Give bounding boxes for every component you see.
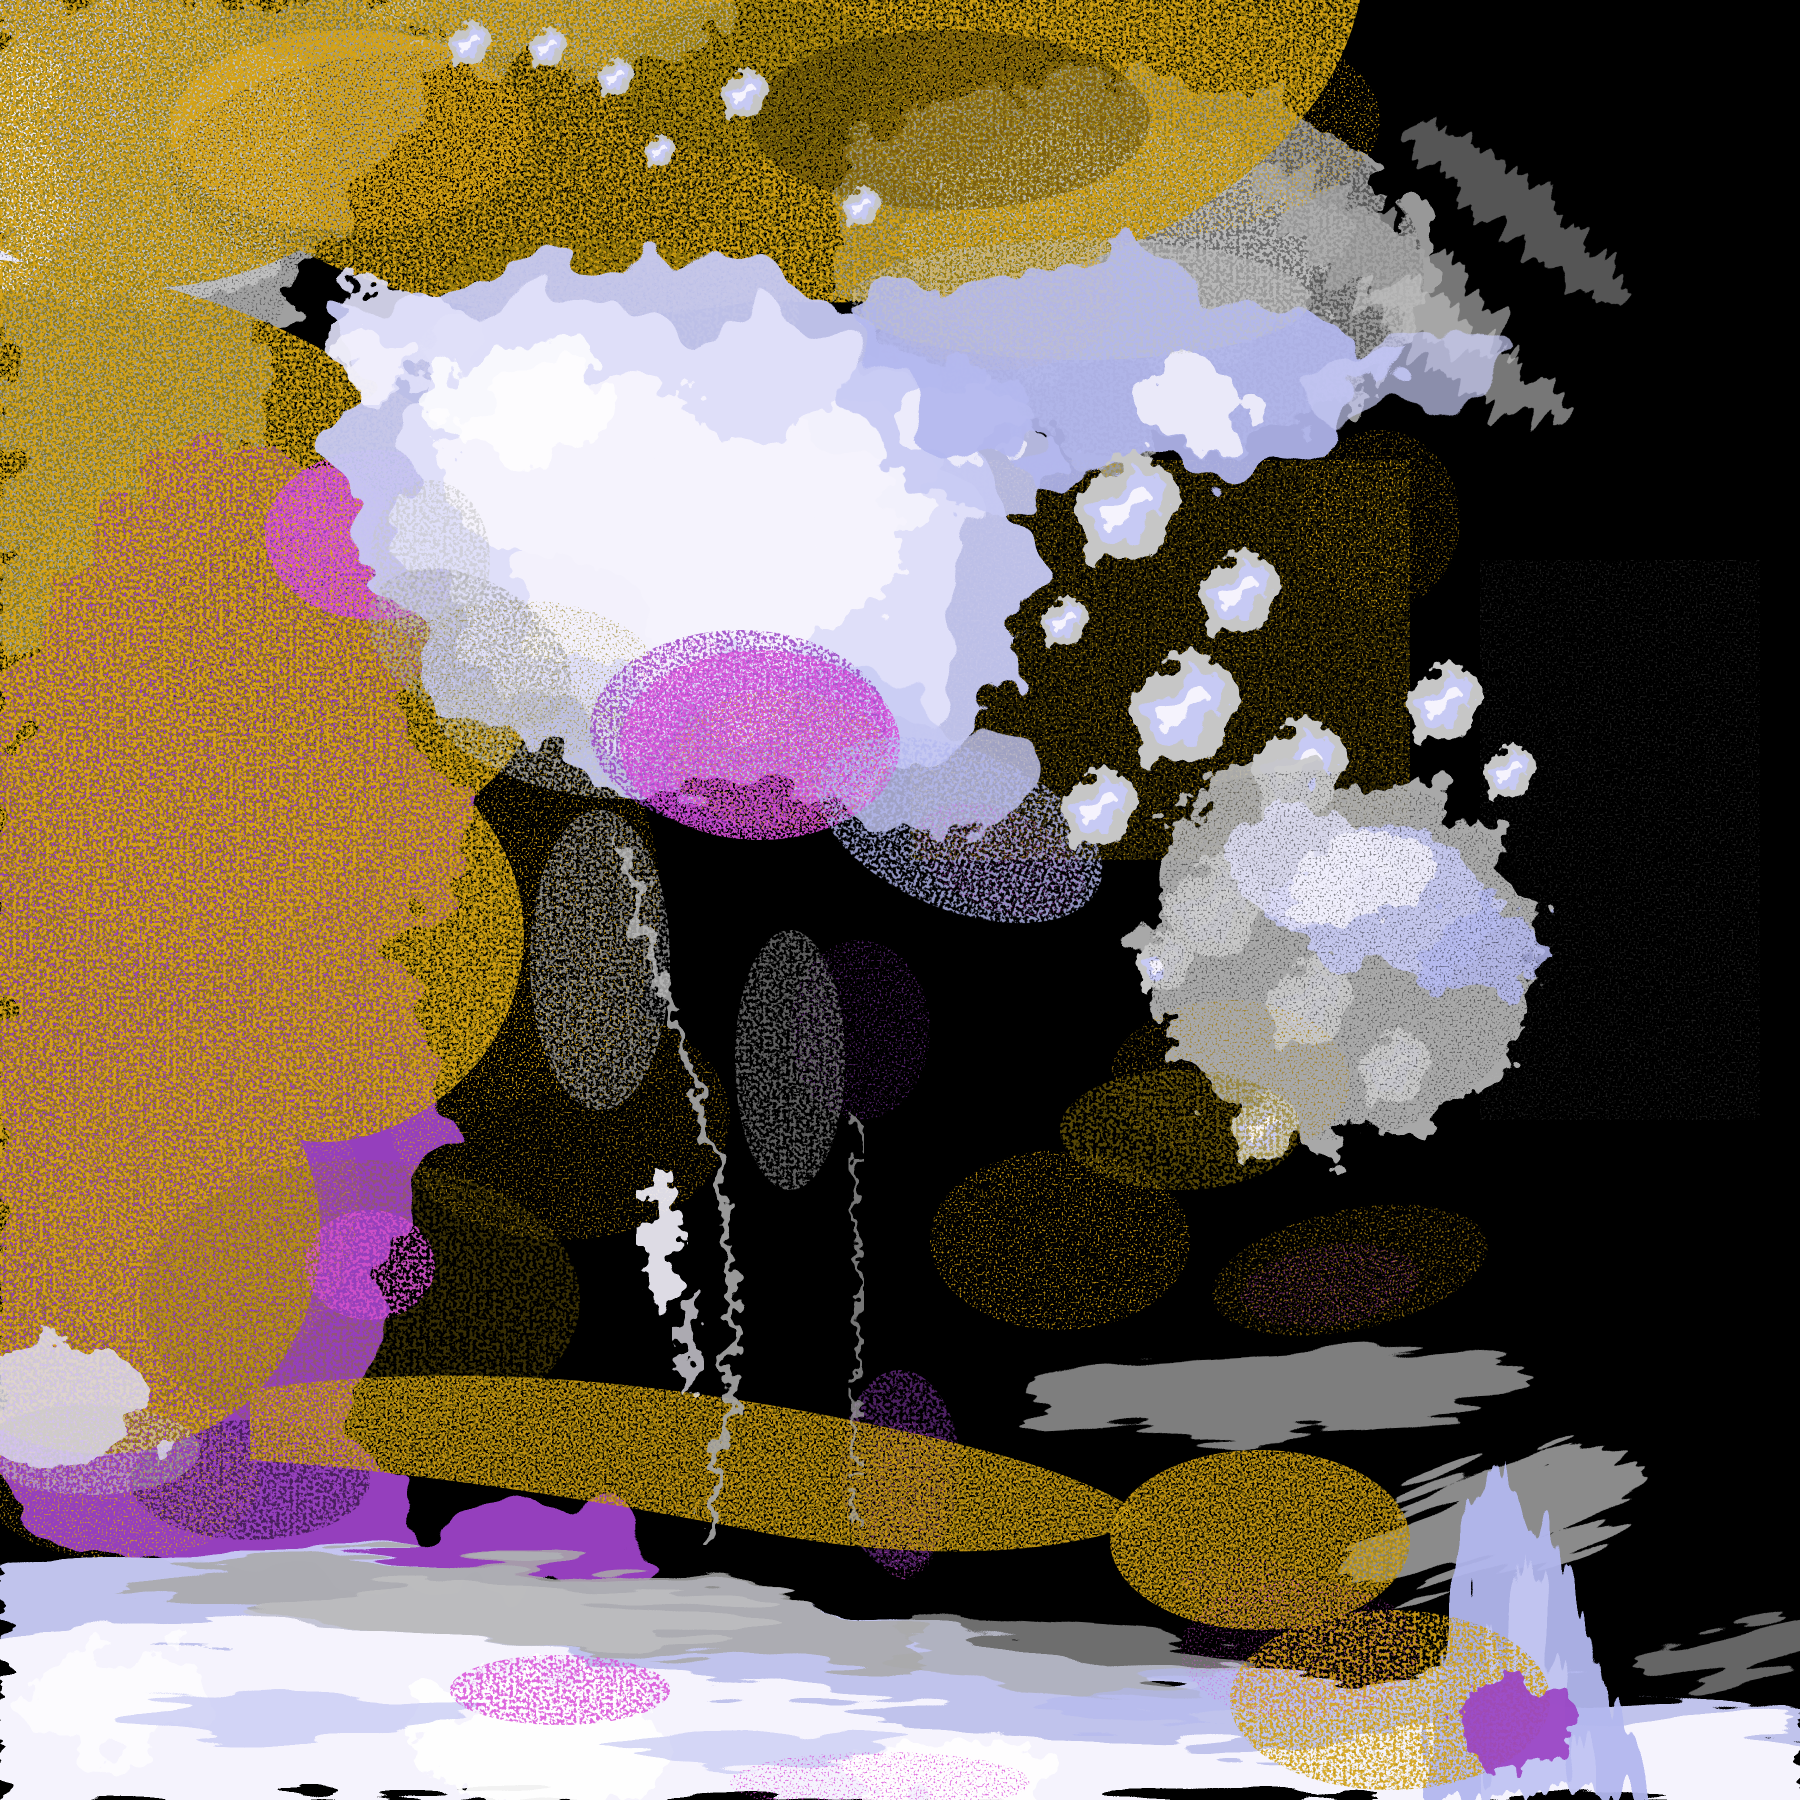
ridge-white-streak-2: [678, 1295, 698, 1405]
wisp-far-right: [1641, 1621, 1800, 1679]
cloud-gray-fringe-c: [370, 480, 490, 640]
ridge-east: [848, 1119, 864, 1521]
wisp-mid-right-a: [1030, 1346, 1530, 1434]
band-magenta-streak-a: [450, 1655, 670, 1725]
band-lavender-wisp: [1313, 332, 1487, 428]
ridge-white-streak: [646, 1165, 678, 1315]
band-white-blob: [1120, 363, 1260, 453]
cloud-cell: [844, 187, 881, 224]
cloud-cell: [645, 135, 674, 164]
gold-cluster-d: [1060, 1070, 1300, 1190]
gold-dust-purple-d: [40, 1020, 360, 1380]
black-mottle-top-b: [750, 30, 1150, 210]
cloud-cell: [599, 59, 634, 94]
cloud-cell: [449, 21, 490, 62]
central-cloud-mass: [320, 257, 1063, 844]
cloud-puff: [1201, 551, 1279, 629]
left-edge-cloud: [0, 1343, 200, 1495]
gold-band-top: [0, 0, 1380, 316]
black-mottle-top-a: [170, 50, 730, 290]
ridge-east-slope: [735, 930, 845, 1190]
gold-cluster-b: [1300, 430, 1460, 610]
cloud-cell: [530, 28, 567, 65]
cloud-core-bright: [430, 340, 610, 460]
left-edge-gray: [0, 1405, 200, 1495]
cloud-puff: [1042, 597, 1088, 643]
band-gray-fringe: [850, 240, 1310, 360]
andes-ridge-line: [530, 810, 864, 1541]
cloud-puff: [1063, 768, 1137, 842]
gold-cluster-c: [930, 1150, 1190, 1330]
magenta-specks-br: [1180, 1580, 1420, 1720]
gray-dots-far-right: [1480, 560, 1760, 1120]
cloud-puff: [1132, 652, 1238, 758]
cloud-puff: [1485, 745, 1536, 796]
magenta-streak-e: [1240, 1243, 1420, 1327]
gray-streak-3: [1408, 121, 1632, 299]
cloud-puff: [1077, 454, 1178, 555]
cloud-arm-nw-core: [330, 332, 410, 388]
purple-blob-br: [1455, 1680, 1575, 1770]
ridge-west-fringe: [530, 810, 670, 1110]
cloud-gold-fringe: [380, 600, 660, 760]
gold-border-bottom-dark: [250, 1375, 1150, 1552]
cloud-cell: [722, 69, 768, 115]
magenta-patch-mid: [305, 1210, 435, 1320]
band-lavender-streak-a: [130, 1690, 470, 1734]
cloud-puff: [1408, 663, 1482, 737]
magenta-cloud-cluster: [590, 630, 1103, 924]
gold-clusters-bottom-right: [930, 1070, 1575, 1790]
lavender-band-upper-right: [850, 240, 1487, 474]
band-gray-fringe-right: [900, 1629, 1260, 1691]
cluster-magenta-tail: [914, 802, 1086, 918]
band-magenta-streak-b: [730, 1752, 1030, 1800]
